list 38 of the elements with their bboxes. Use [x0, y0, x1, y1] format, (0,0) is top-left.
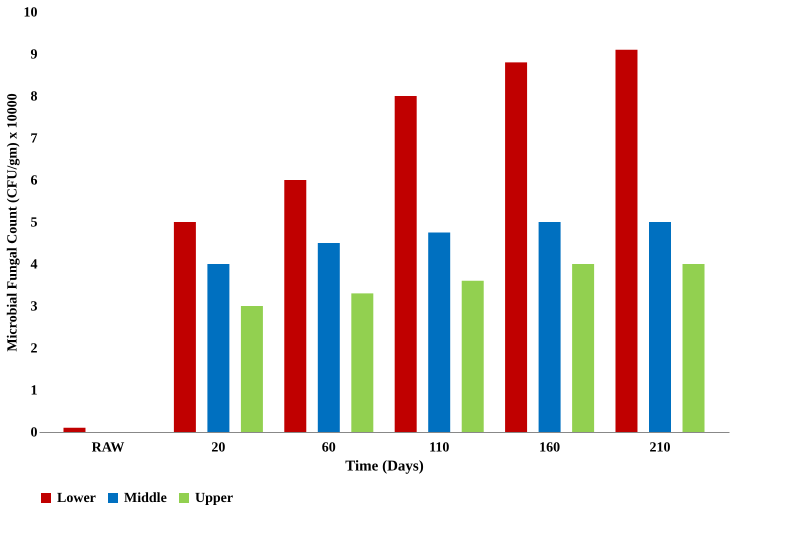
- bar: [428, 232, 450, 432]
- legend-label: Middle: [124, 491, 167, 506]
- y-axis-title: Microbial Fungal Count (CFU/gm) x 10000: [6, 93, 20, 352]
- bar: [615, 50, 638, 432]
- bar: [174, 222, 196, 432]
- y-tick-label: 10: [24, 6, 38, 20]
- y-tick-label: 8: [30, 90, 38, 104]
- bar: [538, 222, 561, 432]
- y-tick-label: 1: [30, 384, 38, 398]
- x-tick-label: 20: [211, 440, 226, 456]
- x-tick-label: 110: [429, 440, 450, 456]
- bar: [505, 62, 528, 432]
- legend-label: Upper: [195, 491, 234, 506]
- bar: [284, 180, 306, 432]
- y-tick-label: 9: [30, 48, 38, 62]
- y-tick-label: 6: [30, 174, 38, 188]
- y-tick-label: 5: [30, 216, 38, 230]
- bar: [394, 96, 417, 432]
- x-tick-label: RAW: [92, 440, 124, 456]
- x-tick-label: 210: [650, 440, 670, 456]
- bar: [351, 293, 374, 432]
- bar: [572, 264, 594, 432]
- bar: [63, 428, 86, 432]
- bar: [649, 222, 671, 432]
- x-tick-label: 160: [539, 440, 560, 456]
- bar: [682, 264, 705, 432]
- y-tick-label: 0: [30, 426, 38, 440]
- x-axis-title: Time (Days): [345, 458, 424, 474]
- bar: [462, 280, 484, 432]
- legend-label: Lower: [57, 491, 96, 506]
- bar: [240, 306, 263, 432]
- y-tick-label: 7: [30, 132, 38, 146]
- bar: [207, 264, 230, 432]
- x-tick-label: 60: [322, 440, 336, 456]
- y-tick-label: 4: [30, 258, 38, 272]
- y-tick-label: 2: [30, 342, 38, 356]
- y-tick-label: 3: [30, 300, 38, 314]
- bar: [318, 243, 340, 432]
